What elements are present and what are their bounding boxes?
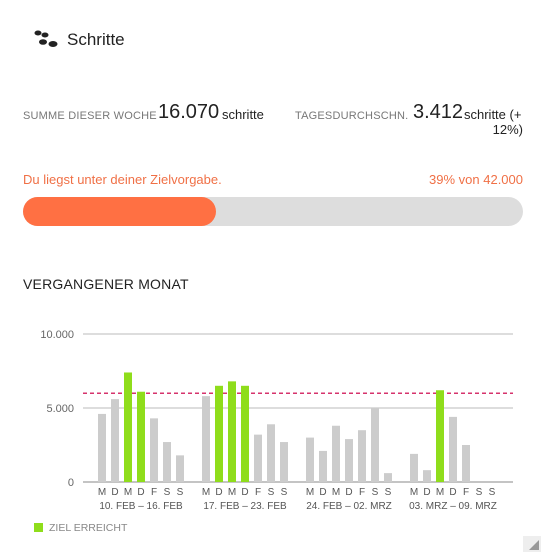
day-label: D [319, 487, 326, 498]
y-tick-label: 10.000 [40, 329, 74, 341]
day-label: F [255, 487, 261, 498]
day-label: S [177, 487, 184, 498]
day-bar [319, 450, 327, 482]
legend-label-goal-met: ZIEL ERREICHT [49, 522, 128, 534]
daily-average-delta: 12%) [492, 122, 523, 137]
day-bar [254, 434, 262, 482]
week-total-value: 16.070 [158, 101, 220, 123]
day-label: M [306, 487, 314, 498]
day-bar [306, 437, 314, 482]
week-label: 24. FEB – 02. MRZ [306, 501, 392, 512]
goal-status-message: Du liegst unter deiner Zielvorgabe. [23, 172, 222, 187]
day-label: F [463, 487, 469, 498]
day-bar [345, 439, 353, 482]
day-bar [449, 416, 457, 482]
day-bar [371, 408, 379, 482]
day-bar [332, 425, 340, 482]
day-bar [358, 430, 366, 482]
month-section-heading: VERGANGENER MONAT [23, 276, 189, 292]
y-tick-label: 5.000 [46, 403, 74, 415]
day-label: D [137, 487, 144, 498]
day-label: S [385, 487, 392, 498]
footsteps-icon [33, 29, 61, 49]
day-bar [176, 455, 184, 482]
day-bar [280, 442, 288, 482]
day-label: D [241, 487, 248, 498]
daily-average-value: 3.412 [413, 101, 464, 123]
day-label: D [345, 487, 352, 498]
daily-average-label: TAGESDURCHSCHN. [295, 110, 409, 122]
day-label: S [164, 487, 171, 498]
day-label: D [449, 487, 456, 498]
day-label: M [202, 487, 210, 498]
resize-grip-icon[interactable] [523, 536, 541, 552]
day-bar [241, 385, 249, 482]
day-bar [215, 385, 223, 482]
day-label: D [215, 487, 222, 498]
legend-swatch-goal-met [34, 522, 43, 532]
goal-progress-fill [23, 197, 216, 226]
day-bar [462, 445, 470, 482]
day-label: F [359, 487, 365, 498]
day-label: M [332, 487, 340, 498]
week-total-label: SUMME DIESER WOCHE [23, 110, 157, 122]
week-label: 17. FEB – 23. FEB [203, 501, 287, 512]
day-label: S [268, 487, 275, 498]
week-label: 03. MRZ – 09. MRZ [409, 501, 497, 512]
chart-legend: ZIEL ERREICHT [34, 522, 127, 534]
week-label: 10. FEB – 16. FEB [99, 501, 183, 512]
day-bar [137, 391, 145, 482]
daily-average-unit: schritte (+ [464, 107, 522, 122]
day-bar [98, 413, 106, 482]
day-label: S [372, 487, 379, 498]
week-total-unit: schritte [222, 107, 264, 122]
day-label: S [489, 487, 496, 498]
day-bar [150, 418, 158, 482]
day-label: D [423, 487, 430, 498]
day-bar [124, 372, 132, 482]
y-tick-label: 0 [68, 477, 74, 489]
day-label: M [228, 487, 236, 498]
day-label: F [151, 487, 157, 498]
day-bar [111, 399, 119, 482]
day-bar [410, 453, 418, 482]
day-bar [163, 442, 171, 482]
day-label: M [124, 487, 132, 498]
day-label: D [111, 487, 118, 498]
day-bar [423, 470, 431, 482]
day-label: M [436, 487, 444, 498]
day-bar [384, 473, 392, 482]
page-title: Schritte [67, 30, 125, 49]
day-label: S [476, 487, 483, 498]
day-bar [202, 396, 210, 482]
day-bar [436, 390, 444, 482]
day-label: S [281, 487, 288, 498]
goal-progress-bar [23, 197, 523, 226]
day-bar [267, 424, 275, 482]
day-label: M [410, 487, 418, 498]
day-bar [228, 381, 236, 482]
goal-progress-text: 39% von 42.000 [429, 172, 523, 187]
day-label: M [98, 487, 106, 498]
